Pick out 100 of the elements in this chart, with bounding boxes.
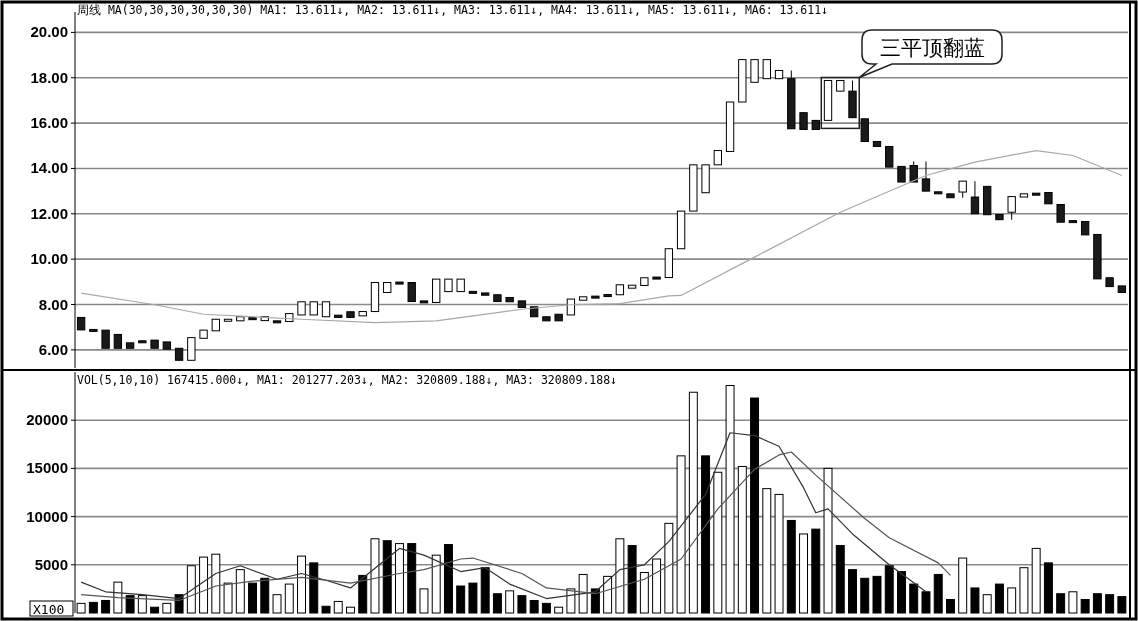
bar <box>333 600 343 614</box>
y-tick-label: 20.00 <box>30 23 68 41</box>
bar <box>958 557 968 614</box>
bar <box>897 571 906 614</box>
bar <box>260 577 270 614</box>
bar <box>223 582 233 614</box>
bar <box>750 397 760 614</box>
candlestick <box>909 160 918 183</box>
bar <box>407 543 417 614</box>
y-tick-label: 18.00 <box>30 68 68 86</box>
bar <box>1105 594 1115 614</box>
bar <box>284 583 294 614</box>
bar <box>1031 547 1041 614</box>
bar <box>786 519 796 614</box>
bar <box>346 606 355 614</box>
bar <box>860 577 870 614</box>
bar <box>688 391 698 614</box>
bar <box>1019 567 1029 614</box>
y-tick-label: 5000 <box>34 555 68 573</box>
candlestick <box>860 118 869 142</box>
candlestick <box>762 59 771 80</box>
y-tick-label: 6.00 <box>38 340 68 358</box>
bar <box>468 582 478 614</box>
bar <box>615 538 625 614</box>
y-tick-label: 8.00 <box>38 295 68 313</box>
y-tick-label: 10000 <box>26 507 68 525</box>
bar <box>88 601 98 614</box>
bar <box>394 543 404 614</box>
bar <box>505 590 515 614</box>
bar <box>272 594 282 614</box>
candlestick <box>970 180 980 215</box>
y-tick-label: 10.00 <box>30 250 68 268</box>
bar <box>248 582 258 614</box>
bar <box>933 573 943 614</box>
bar <box>639 572 649 614</box>
bar <box>297 555 306 614</box>
y-tick-label: 14.00 <box>30 159 68 177</box>
y-tick-label: 15000 <box>26 459 68 477</box>
chart-title: 周线 MA(30,30,30,30,30,30) MA1: 13.611↓, MA2: 13.611↓, MA3: 13.611↓, MA4: 13.611↓, MA5: 13.611↓, MA6: 13.611↓ <box>77 3 828 17</box>
bar <box>1080 599 1090 614</box>
bar <box>823 467 833 614</box>
bar <box>652 558 662 614</box>
bar <box>101 599 111 614</box>
bar <box>970 587 980 614</box>
bar <box>456 585 466 614</box>
bar <box>982 594 992 614</box>
bar <box>676 455 686 614</box>
bar <box>370 538 380 614</box>
bar <box>994 583 1004 614</box>
text: X100 <box>33 602 65 617</box>
bar <box>309 562 319 614</box>
y-tick-label: 12.00 <box>30 204 68 222</box>
bar <box>627 545 637 614</box>
bar <box>737 465 747 614</box>
bar <box>1117 596 1127 614</box>
bar <box>1007 587 1017 614</box>
bar <box>774 493 784 614</box>
bar <box>150 606 160 614</box>
y-tick-label: 16.00 <box>30 114 68 132</box>
bar <box>554 606 564 614</box>
candlestick <box>1007 196 1016 221</box>
bar <box>492 593 502 614</box>
bar <box>701 455 711 614</box>
bar <box>125 595 135 614</box>
bar <box>921 591 931 614</box>
bar <box>664 522 674 614</box>
bar <box>578 573 588 614</box>
bar <box>186 565 196 614</box>
bar <box>235 569 245 614</box>
chart-title: VOL(5,10,10) 167415.000↓, MA1: 201277.203↓, MA2: 320809.188↓, MA3: 320809.188↓ <box>77 373 618 387</box>
bar <box>1056 593 1066 614</box>
bar <box>113 581 123 614</box>
bar <box>480 567 490 614</box>
bar <box>321 605 331 614</box>
bar <box>1068 591 1078 614</box>
line-series <box>80 149 1123 324</box>
candlestick <box>921 160 931 192</box>
bar <box>762 488 772 614</box>
bar <box>541 602 551 614</box>
bar <box>431 554 441 614</box>
annotation: 三平顶翻蓝 <box>879 36 985 60</box>
bar <box>517 595 527 614</box>
bar <box>199 556 209 614</box>
bar <box>211 553 221 614</box>
bar <box>1043 562 1053 614</box>
candlestick <box>432 278 441 303</box>
bar <box>909 583 919 614</box>
bar <box>358 574 368 614</box>
bar <box>162 602 172 614</box>
candlestick <box>407 282 416 303</box>
bar <box>603 575 613 614</box>
y-tick-label: 20000 <box>26 411 68 429</box>
bar <box>529 599 539 614</box>
candlestick <box>750 59 759 83</box>
bar <box>884 565 894 614</box>
bar <box>848 569 857 614</box>
bar <box>137 595 147 614</box>
candlestick <box>187 337 196 361</box>
bar <box>945 599 955 614</box>
bar <box>713 471 723 614</box>
